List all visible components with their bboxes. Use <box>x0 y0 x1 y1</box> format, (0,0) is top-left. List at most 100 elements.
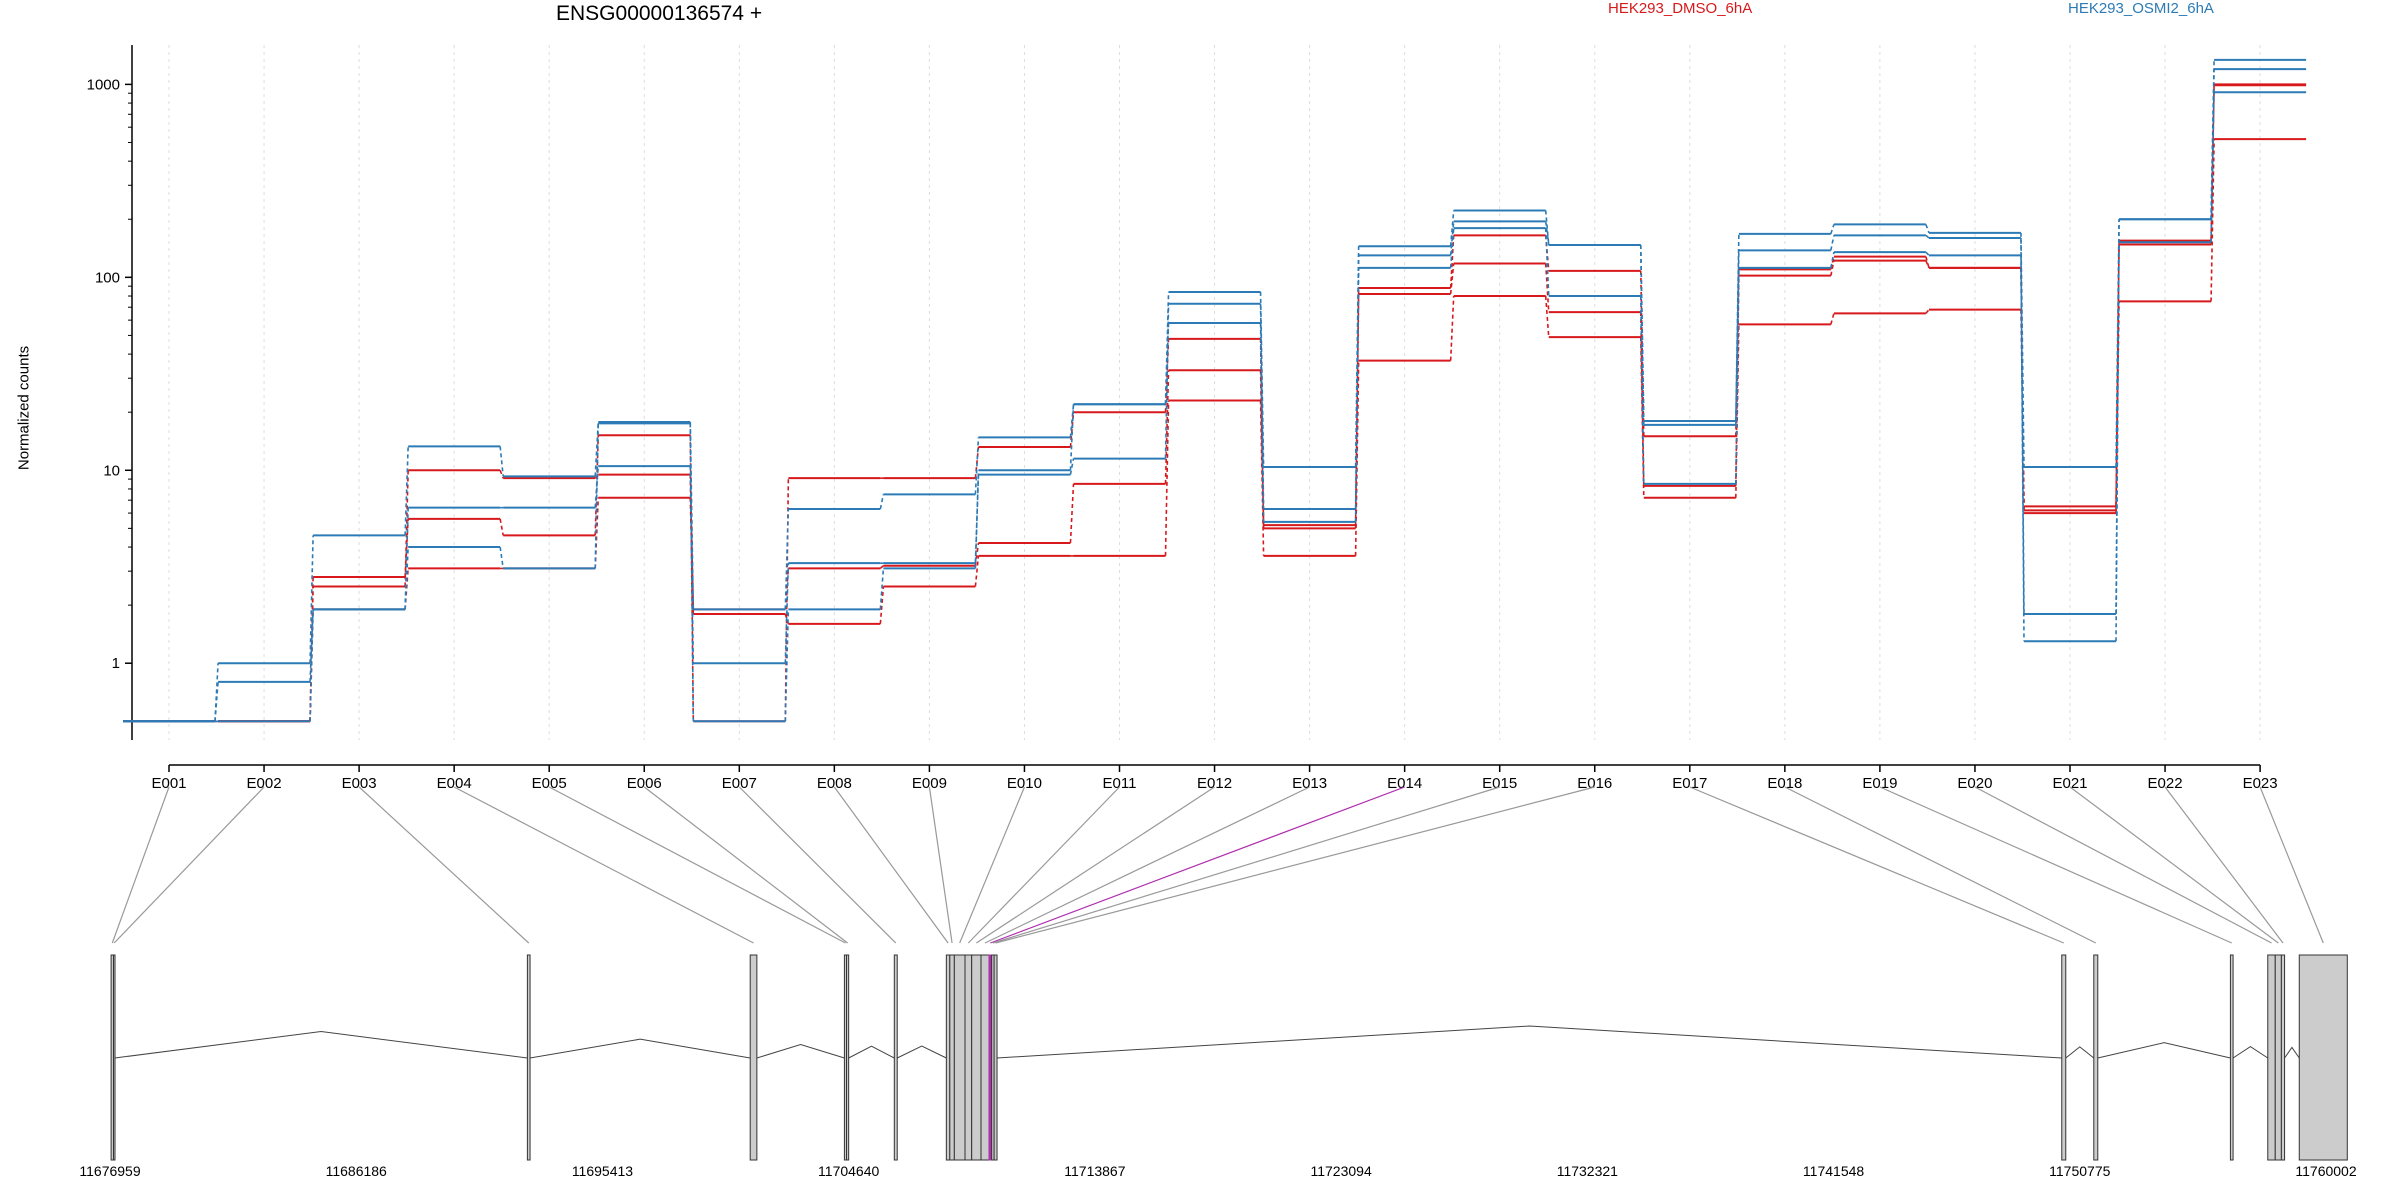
series-0-link-E019 <box>1925 256 1930 269</box>
series-5-link-E005 <box>594 423 600 569</box>
x-tick-label-E023: E023 <box>2243 775 2278 792</box>
exon-E021 <box>2274 954 2282 1161</box>
coord-tick-11723094: 11723094 <box>1310 1163 1371 1179</box>
series-4-link-E016 <box>1639 245 1645 425</box>
intron-7 <box>897 1045 947 1059</box>
exon-E012 <box>971 954 982 1161</box>
exon-E011 <box>964 954 973 1161</box>
series-3-link-E015 <box>1544 210 1550 246</box>
connector-E021-left <box>2069 786 2279 944</box>
series-5-link-E009 <box>974 470 980 569</box>
x-tick-label-E013: E013 <box>1292 775 1327 792</box>
connector-E008-left <box>833 786 949 944</box>
series-3-link-E003 <box>404 446 409 536</box>
x-tick-label-E010: E010 <box>1007 775 1042 792</box>
series-0-link-E004 <box>499 518 504 536</box>
series-3-link-E005 <box>594 421 600 477</box>
exon-connectors <box>111 786 2324 944</box>
intron-16 <box>997 1025 2062 1059</box>
connector-E019-left <box>1879 786 2232 944</box>
coord-tick-11686186: 11686186 <box>326 1163 387 1179</box>
y-tick-label-1000: 1000 <box>87 76 120 93</box>
series-5-link-E019 <box>1925 251 1930 256</box>
series-2-link-E009 <box>974 555 980 587</box>
x-tick-label-E011: E011 <box>1103 775 1137 792</box>
series-1-link-E015 <box>1544 263 1550 313</box>
series-5-link-E007 <box>784 609 790 722</box>
connector-E004-left <box>453 786 754 944</box>
x-tick-label-E005: E005 <box>532 775 567 792</box>
exon-E003 <box>526 954 531 1161</box>
coord-tick-11741548: 11741548 <box>1803 1163 1864 1179</box>
x-tick-label-E007: E007 <box>722 775 757 792</box>
x-tick-label-E008: E008 <box>817 775 852 792</box>
series-5-link-E018 <box>1830 252 1835 268</box>
series-5-link-E006 <box>689 423 695 722</box>
axes: 1 10 100 1000 E001 E002 E003 E004 E005 E006 E007 E0… <box>87 45 2278 792</box>
series-1-link-E003 <box>404 470 409 587</box>
series-2-link-E011 <box>1164 400 1170 556</box>
coord-tick-11704640: 11704640 <box>818 1163 879 1179</box>
coord-tick-11676959: 11676959 <box>79 1163 140 1179</box>
series-1-link-E014 <box>1449 263 1455 295</box>
series-3-link-E004 <box>499 446 504 477</box>
x-tick-label-E015: E015 <box>1482 775 1517 792</box>
connector-E013-left <box>984 786 1310 944</box>
x-tick-label-E003: E003 <box>342 775 377 792</box>
coord-tick-11713867: 11713867 <box>1064 1163 1125 1179</box>
exon-E016 <box>993 954 998 1161</box>
intron-22 <box>2284 1046 2300 1059</box>
coord-tick-11732321: 11732321 <box>1557 1163 1618 1179</box>
connector-E007-left <box>738 786 897 944</box>
x-tick-label-E009: E009 <box>912 775 947 792</box>
x-tick-label-E019: E019 <box>1862 775 1897 792</box>
exon-E002 <box>112 954 116 1161</box>
series-4-link-E015 <box>1544 221 1550 246</box>
series-4-link-E017 <box>1735 250 1740 425</box>
series-5-link-E021 <box>2115 242 2120 642</box>
series-2-link-E018 <box>1830 313 1835 325</box>
intron-4 <box>756 1043 845 1059</box>
series-3-link-E018 <box>1830 224 1835 235</box>
connector-E011-left <box>967 786 1120 944</box>
x-tick-label-E004: E004 <box>437 775 472 792</box>
exon-E006 <box>846 954 850 1161</box>
series-5-link-E022 <box>2210 92 2215 243</box>
series-3-link-E019 <box>1925 224 1930 234</box>
exon-E008 <box>945 954 951 1161</box>
x-tick-label-E014: E014 <box>1387 775 1422 792</box>
series-4-link-E007 <box>784 563 790 664</box>
series-5-link-E016 <box>1639 296 1645 484</box>
coord-tick-11695413: 11695413 <box>572 1163 633 1179</box>
series-2-link-E008 <box>879 586 885 624</box>
connector-E022-left <box>2164 786 2284 944</box>
coord-tick-11750775: 11750775 <box>2049 1163 2110 1179</box>
coord-tick-11760002: 11760002 <box>2295 1163 2356 1179</box>
series-2-link-E014 <box>1449 295 1455 361</box>
series-3-link-E008 <box>879 494 885 510</box>
series-3-link-E014 <box>1449 210 1455 247</box>
x-tick-label-E018: E018 <box>1767 775 1802 792</box>
connector-E009-left <box>928 786 953 944</box>
x-tick-label-E020: E020 <box>1957 775 1992 792</box>
x-tick-label-E022: E022 <box>2148 775 2183 792</box>
series-0-link-E013 <box>1354 288 1360 526</box>
grid <box>168 45 2261 740</box>
legend-osmi: HEK293_OSMI2_6hA <box>2068 0 2214 17</box>
series-2-link-E012 <box>1259 400 1265 556</box>
connector-E006-left <box>643 786 848 944</box>
series-5-link-E020 <box>2020 255 2025 642</box>
series-1-link-E019 <box>1925 260 1930 269</box>
gene-model: 11676959 11686186 11695413 11704640 11713867… <box>79 954 2357 1179</box>
series-1-link-E010 <box>1069 483 1075 544</box>
series-2-link-E022 <box>2210 139 2215 302</box>
series-4-link-E019 <box>1925 234 1930 239</box>
series-3-link-E002 <box>309 535 314 664</box>
exon-E004 <box>749 954 758 1161</box>
exon-E023 <box>2298 954 2348 1161</box>
connector-E012-left <box>976 786 1215 944</box>
series-4-link-E001 <box>214 681 219 722</box>
connector-E018-left <box>1784 786 2097 944</box>
series-3-link-E009 <box>974 437 980 495</box>
